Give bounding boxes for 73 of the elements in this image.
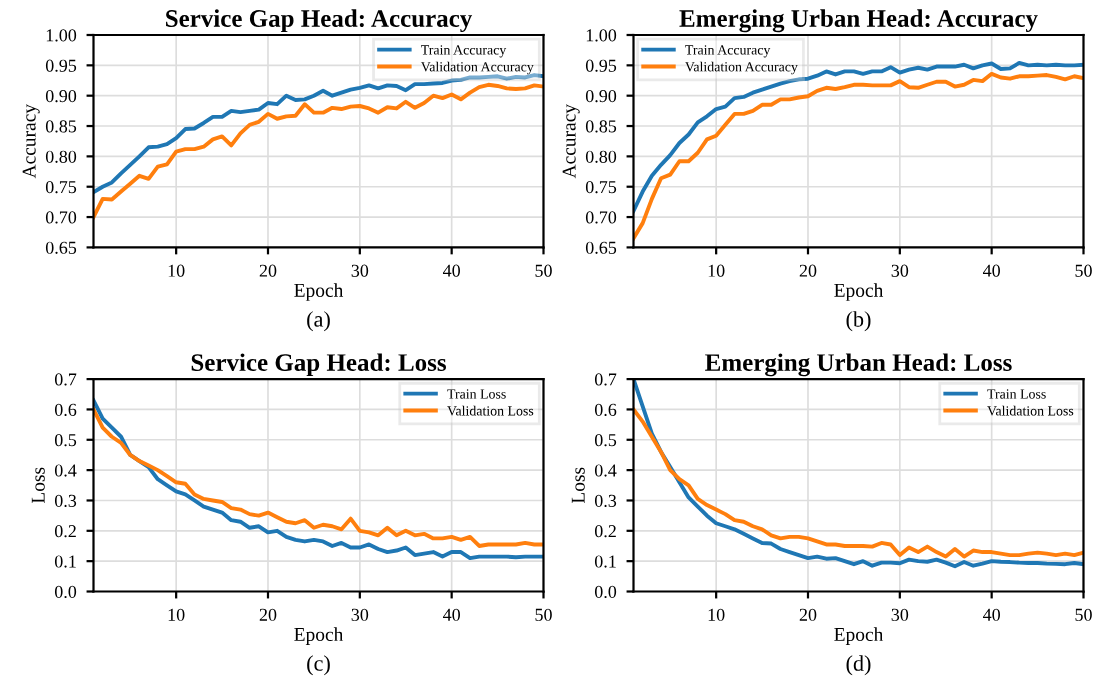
x-tick-label: 30: [351, 264, 369, 277]
x-axis-title: Epoch: [294, 283, 344, 301]
y-tick-label: 0.80: [585, 150, 617, 163]
chart-title: Service Gap Head: Loss: [191, 353, 446, 377]
x-tick-label: 10: [168, 264, 185, 277]
y-tick-label: 0.4: [594, 464, 617, 477]
y-tick-label: 0.0: [594, 585, 617, 599]
text: (b): [846, 311, 871, 332]
y-tick-label: 0.70: [45, 211, 77, 224]
y-tick-label: 0.75: [45, 180, 77, 194]
y-axis-title: Accuracy: [562, 104, 580, 179]
x-tick-label: 30: [891, 608, 909, 621]
y-tick-label: 0.5: [54, 434, 77, 447]
y-tick-label: 0.3: [594, 494, 617, 507]
y-tick-label: 0.75: [585, 180, 617, 194]
y-tick-label: 0.90: [585, 89, 617, 103]
text: (a): [307, 311, 330, 332]
y-tick-label: 0.65: [45, 241, 77, 254]
text: (c): [307, 655, 330, 676]
x-tick-label: 50: [535, 264, 552, 277]
y-tick-label: 0.1: [594, 555, 616, 568]
y-tick-label: 0.85: [45, 120, 77, 133]
y-tick-label: 0.95: [585, 59, 617, 72]
line-series: [633, 71, 1084, 241]
y-tick-label: 0.70: [585, 211, 617, 224]
x-axis-title: Epoch: [834, 283, 884, 301]
x-tick-label: 40: [982, 608, 1000, 621]
x-axis-title: Epoch: [834, 627, 884, 645]
y-tick-label: 0.2: [594, 525, 616, 538]
y-tick-label: 1.00: [586, 29, 617, 42]
y-tick-label: 0.6: [594, 403, 617, 416]
y-tick-label: 0.2: [54, 525, 76, 538]
x-tick-label: 10: [168, 608, 185, 621]
y-tick-label: 0.6: [54, 403, 77, 416]
y-tick-label: 0.80: [45, 150, 77, 163]
line-series: [93, 82, 544, 220]
x-tick-label: 50: [1075, 608, 1092, 621]
line-series: [633, 407, 1084, 559]
y-tick-label: 1.00: [46, 29, 77, 42]
x-tick-label: 50: [535, 608, 552, 621]
x-tick-label: 30: [351, 608, 369, 621]
y-tick-label: 0.3: [54, 494, 77, 507]
x-tick-label: 20: [259, 608, 277, 621]
x-tick-label: 10: [708, 264, 725, 277]
x-tick-label: 50: [1075, 264, 1092, 277]
text: (d): [846, 655, 871, 676]
y-axis-title: Loss: [31, 467, 45, 504]
chart-title: Emerging Urban Head: Loss: [705, 353, 1012, 377]
y-tick-label: 0.0: [54, 585, 77, 599]
line-series: [633, 60, 1084, 213]
y-axis-title: Loss: [571, 467, 585, 504]
x-tick-label: 40: [442, 608, 460, 621]
y-tick-label: 0.65: [585, 241, 617, 254]
x-tick-label: 10: [708, 608, 725, 621]
y-tick-label: 0.7: [594, 373, 617, 386]
x-tick-label: 20: [259, 264, 277, 277]
x-tick-label: 30: [891, 264, 909, 277]
x-tick-label: 20: [799, 608, 817, 621]
y-tick-label: 0.4: [54, 464, 77, 477]
y-axis-title: Accuracy: [22, 104, 40, 179]
x-tick-label: 20: [799, 264, 817, 277]
y-tick-label: 0.90: [45, 89, 77, 103]
y-tick-label: 0.5: [594, 434, 617, 447]
x-tick-label: 40: [982, 264, 1000, 277]
chart-title: Emerging Urban Head: Accuracy: [679, 9, 1038, 33]
x-tick-label: 40: [442, 264, 460, 277]
y-tick-label: 0.85: [585, 120, 617, 133]
y-tick-label: 0.7: [54, 373, 77, 386]
y-tick-label: 0.95: [45, 59, 77, 72]
chart-title: Service Gap Head: Accuracy: [166, 9, 473, 33]
line-series: [93, 73, 544, 195]
y-tick-label: 0.1: [54, 555, 76, 568]
x-axis-title: Epoch: [294, 627, 344, 645]
